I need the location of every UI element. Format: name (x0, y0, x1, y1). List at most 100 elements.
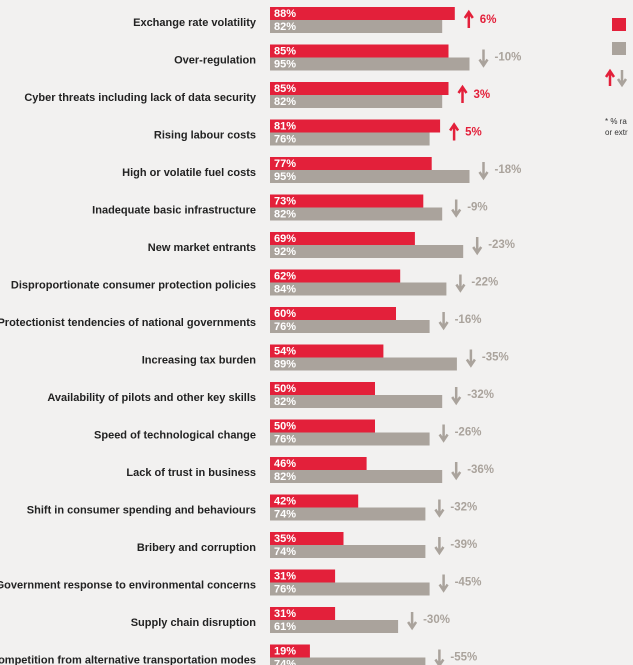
bar (270, 132, 430, 146)
value-label: 95% (274, 58, 296, 70)
category-label: Availability of pilots and other key ski… (47, 392, 256, 404)
value-label: 82% (274, 21, 296, 33)
value-label: 35% (274, 533, 296, 545)
legend-swatch-gray (612, 42, 626, 55)
value-label: 84% (274, 283, 296, 295)
value-label: 89% (274, 358, 296, 370)
change-label: -36% (467, 464, 494, 476)
bar (270, 545, 426, 558)
value-label: 50% (274, 383, 296, 395)
value-label: 61% (274, 621, 296, 633)
change-arrow (434, 537, 445, 556)
bar (270, 307, 396, 320)
value-label: 73% (274, 195, 296, 207)
value-label: 31% (274, 608, 296, 620)
bar (270, 582, 430, 596)
value-label: 76% (274, 583, 296, 595)
bar (270, 44, 449, 58)
change-arrow (438, 574, 449, 593)
change-arrow (451, 387, 462, 406)
category-label: New market entrants (148, 242, 256, 254)
bar (270, 7, 455, 20)
value-label: 82% (274, 396, 296, 408)
value-label: 76% (274, 433, 296, 445)
value-label: 77% (274, 158, 296, 170)
bar (270, 395, 443, 408)
bar (270, 269, 401, 283)
category-label: Rising labour costs (154, 129, 256, 141)
change-label: -9% (467, 202, 487, 214)
category-label: Bribery and corruption (137, 542, 256, 554)
value-label: 85% (274, 83, 296, 95)
category-label: Increasing tax burden (142, 354, 257, 366)
bar (270, 507, 426, 521)
value-label: 74% (274, 546, 296, 558)
category-label: High or volatile fuel costs (122, 167, 256, 179)
change-label: -39% (450, 539, 477, 551)
category-label: Inadequate basic infrastructure (92, 204, 256, 216)
change-arrow (451, 462, 462, 481)
bar (270, 569, 336, 583)
change-arrow (449, 122, 460, 141)
bar (270, 20, 443, 33)
bar (270, 382, 375, 395)
value-label: 62% (274, 270, 296, 282)
change-arrow (472, 237, 483, 256)
change-label: -32% (450, 502, 477, 514)
bar (270, 170, 470, 183)
bar (270, 644, 310, 658)
value-label: 81% (274, 120, 296, 132)
bar (270, 95, 443, 108)
change-label: -22% (471, 277, 498, 289)
value-label: 42% (274, 495, 296, 507)
bar (270, 194, 424, 208)
value-label: 76% (274, 133, 296, 145)
change-label: -26% (455, 427, 482, 439)
category-label: Cyber threats including lack of data sec… (24, 92, 257, 104)
bar (270, 657, 426, 665)
bar (270, 457, 367, 470)
value-label: 69% (274, 233, 296, 245)
value-label: 54% (274, 345, 296, 357)
value-label: 82% (274, 96, 296, 108)
change-label: -35% (482, 352, 509, 364)
change-label: -32% (467, 389, 494, 401)
value-label: 60% (274, 308, 296, 320)
change-label: 6% (480, 14, 497, 26)
value-label: 92% (274, 246, 296, 258)
change-label: -18% (495, 164, 522, 176)
bar (270, 494, 359, 508)
bar (270, 57, 470, 71)
bar (270, 432, 430, 446)
value-label: 74% (274, 508, 296, 520)
change-label: -23% (488, 239, 515, 251)
bar (270, 470, 443, 483)
bar (270, 607, 336, 620)
bar (270, 232, 415, 245)
change-arrow (457, 84, 468, 103)
change-label: -55% (450, 652, 477, 664)
change-label: -10% (495, 52, 522, 64)
change-arrow (465, 349, 476, 368)
value-label: 46% (274, 458, 296, 470)
bar (270, 282, 447, 296)
footnote: * % ra (605, 117, 627, 126)
change-label: 5% (465, 127, 482, 139)
value-label: 88% (274, 8, 296, 20)
change-arrow (455, 274, 466, 293)
change-label: -45% (455, 577, 482, 589)
bar (270, 157, 432, 170)
category-label: Supply chain disruption (131, 617, 257, 629)
bar (270, 532, 344, 545)
category-label: Lack of trust in business (126, 467, 256, 479)
value-label: 74% (274, 658, 296, 665)
value-label: 76% (274, 321, 296, 333)
change-arrow (434, 499, 445, 518)
change-label: -16% (455, 314, 482, 326)
category-label: Government response to environmental con… (0, 579, 256, 591)
category-label: Exchange rate volatility (133, 17, 257, 29)
change-arrow (463, 9, 474, 28)
category-label: Shift in consumer spending and behaviour… (27, 504, 256, 516)
change-label: 3% (474, 89, 491, 101)
